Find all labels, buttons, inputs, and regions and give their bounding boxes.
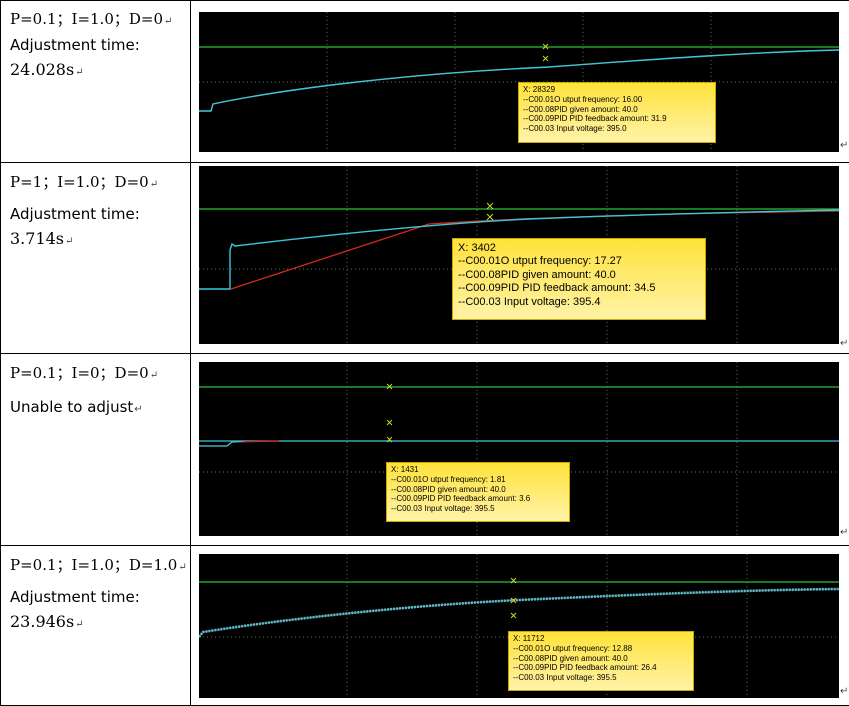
row-2-feedback-curve <box>199 209 839 290</box>
row-2-tooltip: X: 3402 --C00.01O utput frequency: 17.27… <box>452 238 706 320</box>
row-divider-2 <box>0 353 849 354</box>
row-3-tooltip: X: 1431 --C00.01O utput frequency: 1.81 … <box>386 462 570 522</box>
row-1-adjustment-time: 24.028s↵ <box>10 60 84 79</box>
row-2-params: P=1；I=1.0；D=0↵ <box>10 173 159 191</box>
column-divider <box>190 0 191 706</box>
row-4-tooltip: X: 11712 --C00.01O utput frequency: 12.8… <box>508 631 694 691</box>
table-border-top <box>0 0 849 1</box>
row-1-scope-chart: X: 28329 --C00.01O utput frequency: 16.0… <box>199 12 839 152</box>
row-2-label-cell: P=1；I=1.0；D=0↵ Adjustment time: 3.714s↵ <box>0 163 190 353</box>
row-1-adjustment-label: Adjustment time: <box>10 36 140 54</box>
row-3-cursor-marks <box>386 383 393 443</box>
row-4-feedback-curve <box>199 587 839 638</box>
row-3-status: Unable to adjust↵ <box>10 398 143 416</box>
row-4-cursor-marks <box>510 577 517 619</box>
row-4-adjustment-time: 23.946s↵ <box>10 612 84 631</box>
row-1-label-cell: P=0.1；I=1.0；D=0↵ Adjustment time: 24.028… <box>0 0 190 162</box>
row-4-frequency-curve <box>199 588 839 638</box>
row-4-end-mark: ↵ <box>840 686 849 697</box>
row-4-params: P=0.1；I=1.0；D=1.0↵ <box>10 556 187 574</box>
row-3-params: P=0.1；I=0；D=0↵ <box>10 364 159 382</box>
row-2-cursor-marks <box>486 202 494 221</box>
row-1-tooltip: X: 28329 --C00.01O utput frequency: 16.0… <box>518 82 716 143</box>
row-2-adjustment-label: Adjustment time: <box>10 205 140 223</box>
row-2-adjustment-time: 3.714s↵ <box>10 229 74 248</box>
row-4-adjustment-label: Adjustment time: <box>10 588 140 606</box>
row-3-end-mark: ↵ <box>840 527 849 538</box>
row-divider-1 <box>0 162 849 163</box>
row-divider-3 <box>0 545 849 546</box>
row-4-scope-chart: X: 11712 --C00.01O utput frequency: 12.8… <box>199 554 839 698</box>
row-2-scope-chart: X: 3402 --C00.01O utput frequency: 17.27… <box>199 166 839 344</box>
row-1-params: P=0.1；I=1.0；D=0↵ <box>10 10 173 28</box>
row-1-cursor-marks <box>542 43 549 62</box>
table-border-left <box>0 0 1 706</box>
row-4-label-cell: P=0.1；I=1.0；D=1.0↵ Adjustment time: 23.9… <box>0 546 190 705</box>
row-3-scope-chart: X: 1431 --C00.01O utput frequency: 1.81 … <box>199 362 839 536</box>
row-2-end-mark: ↵ <box>840 338 849 349</box>
row-1-end-mark: ↵ <box>840 140 849 151</box>
row-3-label-cell: P=0.1；I=0；D=0↵ Unable to adjust↵ <box>0 354 190 545</box>
row-1-feedback-curve <box>199 49 839 112</box>
